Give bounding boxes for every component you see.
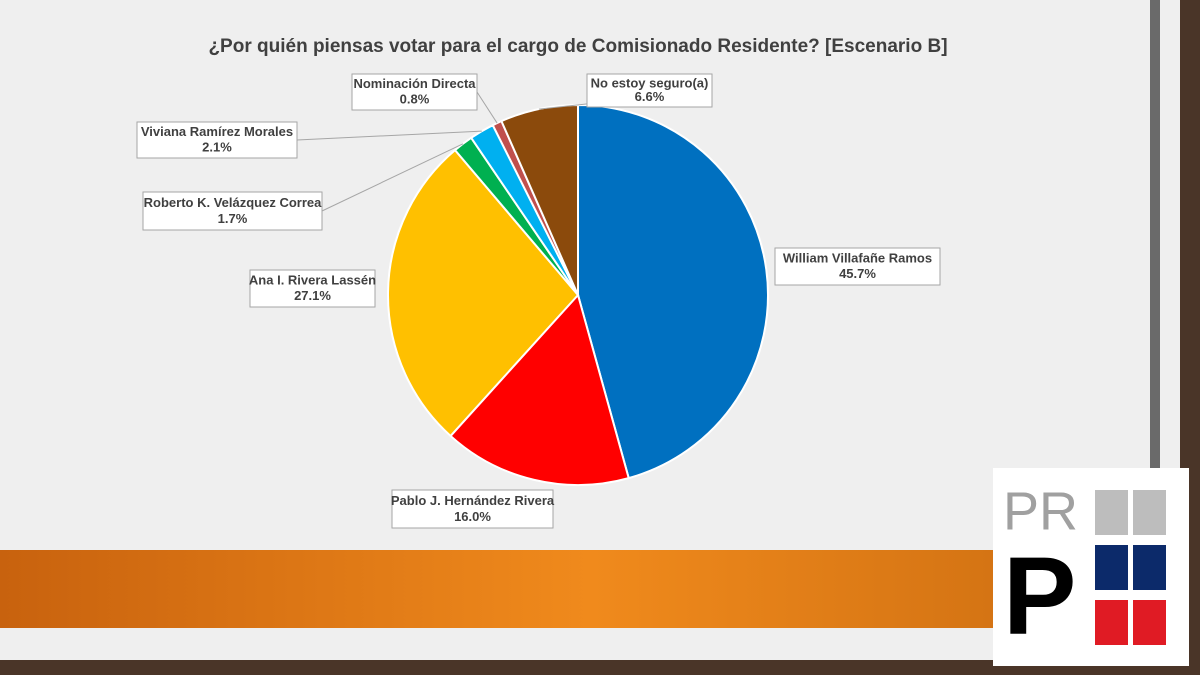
value-label: 2.1%: [202, 139, 232, 154]
logo-bottom: P: [1003, 535, 1076, 658]
category-label: Pablo J. Hernández Rivera: [391, 493, 555, 508]
category-label: Viviana Ramírez Morales: [141, 124, 293, 139]
category-label: Nominación Directa: [353, 76, 476, 91]
logo-top: PR: [1003, 481, 1078, 541]
logo-square: [1133, 600, 1166, 645]
value-label: 16.0%: [454, 509, 491, 524]
value-label: 1.7%: [218, 211, 248, 226]
category-label: Roberto K. Velázquez Correa: [144, 195, 322, 210]
edge-strip: [1150, 0, 1160, 470]
label-box: [249, 269, 376, 308]
label-box: [586, 73, 713, 108]
value-label: 6.6%: [635, 89, 665, 104]
label-box: [136, 121, 298, 159]
logo: PR P: [993, 468, 1189, 666]
category-label: William Villafañe Ramos: [783, 251, 932, 266]
label-box: [351, 73, 478, 111]
logo-square: [1133, 545, 1166, 590]
pie-slice: [577, 103, 769, 480]
orange-bar: [0, 550, 1180, 628]
leader-line: [296, 130, 482, 141]
logo-square: [1095, 490, 1128, 535]
leader-line: [476, 91, 498, 124]
leader-line: [321, 143, 464, 212]
value-label: 27.1%: [294, 288, 331, 303]
chart-title: ¿Por quién piensas votar para el cargo d…: [208, 36, 947, 57]
pie-slice: [387, 148, 580, 438]
category-label: No estoy seguro(a): [591, 75, 709, 90]
label-box: [142, 191, 323, 231]
logo-square: [1133, 490, 1166, 535]
logo-square: [1095, 545, 1128, 590]
logo-square: [1095, 600, 1128, 645]
label-box: [391, 489, 554, 529]
value-label: 0.8%: [400, 91, 430, 106]
label-box: [774, 247, 941, 286]
category-label: Ana I. Rivera Lassén: [249, 273, 376, 288]
pie-slice: [449, 292, 630, 486]
value-label: 45.7%: [839, 266, 876, 281]
